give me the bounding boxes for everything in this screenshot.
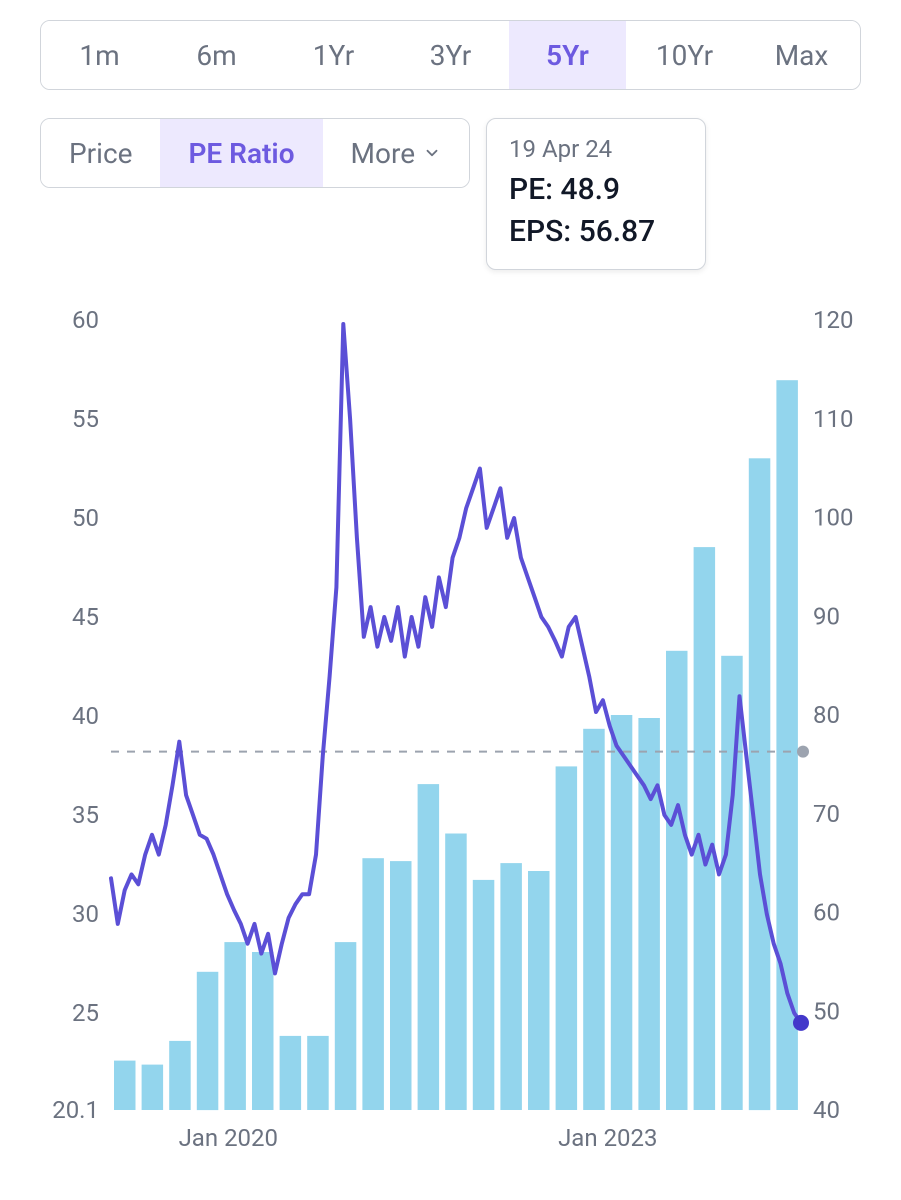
right-axis: 40 50 60 70 80 90 100 110 120	[813, 306, 853, 1124]
svg-text:55: 55	[72, 405, 99, 433]
svg-text:100: 100	[813, 504, 853, 532]
svg-text:25: 25	[72, 999, 99, 1027]
metric-tabs: PricePE RatioMore	[40, 118, 470, 188]
svg-text:20.1: 20.1	[52, 1096, 99, 1124]
pe-line-end-dot	[793, 1015, 809, 1031]
svg-text:40: 40	[72, 702, 99, 730]
tooltip-eps-value: 56.87	[579, 214, 656, 249]
tooltip-pe-value: 48.9	[561, 172, 621, 207]
svg-text:50: 50	[813, 997, 840, 1025]
metric-tab-price[interactable]: Price	[41, 119, 160, 187]
svg-text:40: 40	[813, 1096, 840, 1124]
range-tab-5yr[interactable]: 5Yr	[509, 21, 626, 89]
pe-ratio-chart[interactable]: 20.1 25 30 35 40 45 50 55 60 40 50 60 70 80 90 100 110 12…	[41, 300, 861, 1170]
tooltip-date: 19 Apr 24	[509, 135, 683, 163]
chevron-down-icon	[423, 144, 441, 162]
tooltip-pe: PE: 48.9	[509, 169, 683, 211]
metric-tab-more[interactable]: More	[323, 119, 470, 187]
metric-row: PricePE RatioMore 19 Apr 24 PE: 48.9 EPS…	[40, 118, 861, 270]
metric-tab-pe-ratio[interactable]: PE Ratio	[160, 119, 322, 187]
range-tab-1m[interactable]: 1m	[41, 21, 158, 89]
svg-text:90: 90	[813, 602, 840, 630]
reference-line-end-marker	[797, 746, 809, 758]
svg-text:80: 80	[813, 701, 840, 729]
tooltip-eps-label: EPS:	[509, 214, 571, 249]
svg-text:35: 35	[72, 801, 99, 829]
range-tab-10yr[interactable]: 10Yr	[626, 21, 743, 89]
svg-text:45: 45	[72, 603, 99, 631]
svg-text:120: 120	[813, 306, 853, 334]
eps-bars	[114, 380, 798, 1110]
x-axis: Jan 2020 Jan 2023	[178, 1124, 657, 1152]
tooltip-pe-label: PE:	[509, 172, 553, 207]
svg-text:Jan 2023: Jan 2023	[558, 1124, 657, 1152]
svg-text:60: 60	[813, 899, 840, 927]
range-tab-6m[interactable]: 6m	[158, 21, 275, 89]
range-tab-1yr[interactable]: 1Yr	[275, 21, 392, 89]
chart-tooltip: 19 Apr 24 PE: 48.9 EPS: 56.87	[486, 118, 706, 270]
svg-text:Jan 2020: Jan 2020	[178, 1124, 277, 1152]
svg-text:30: 30	[72, 900, 99, 928]
time-range-tabs: 1m6m1Yr3Yr5Yr10YrMax	[40, 20, 861, 90]
range-tab-max[interactable]: Max	[743, 21, 860, 89]
tooltip-eps: EPS: 56.87	[509, 211, 683, 253]
left-axis: 20.1 25 30 35 40 45 50 55 60	[52, 306, 99, 1124]
svg-text:70: 70	[813, 800, 840, 828]
svg-text:50: 50	[72, 504, 99, 532]
svg-text:110: 110	[813, 405, 853, 433]
svg-text:60: 60	[72, 306, 99, 334]
range-tab-3yr[interactable]: 3Yr	[392, 21, 509, 89]
